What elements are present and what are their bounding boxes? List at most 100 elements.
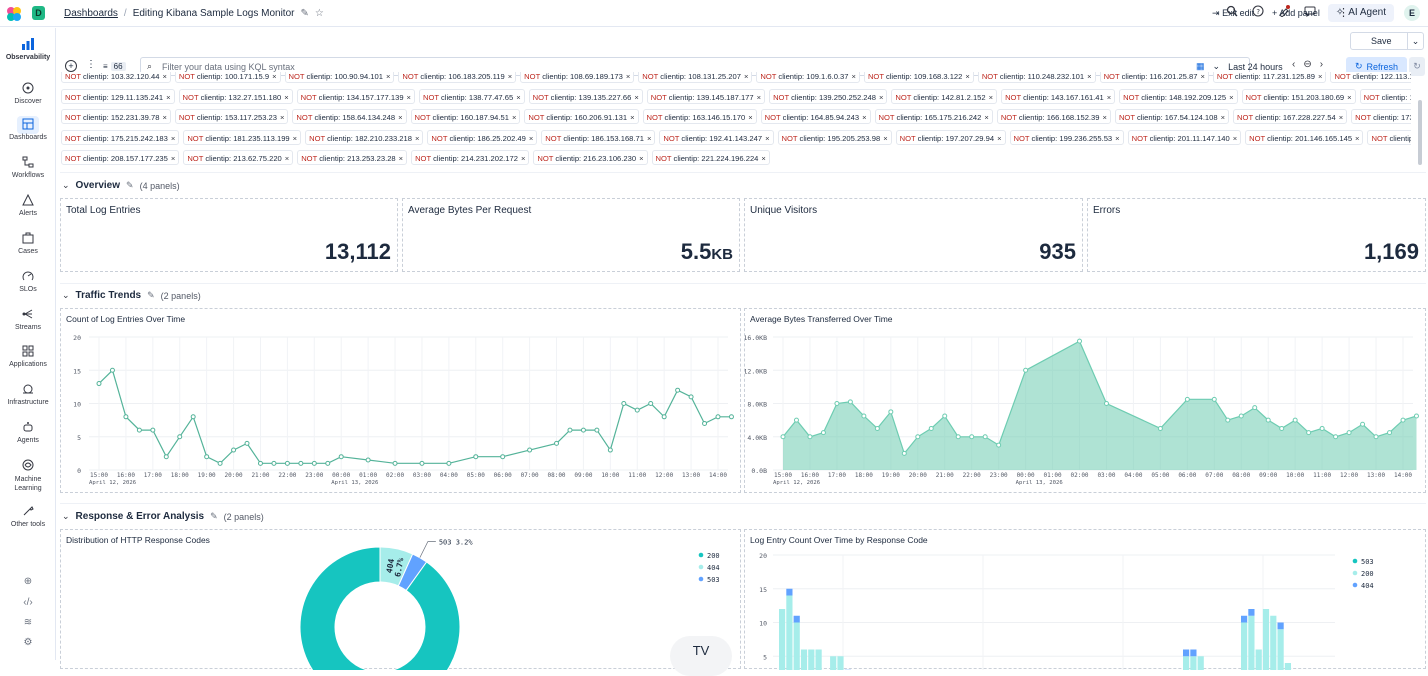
remove-filter-icon[interactable]: × bbox=[761, 154, 765, 163]
remove-filter-icon[interactable]: × bbox=[630, 113, 634, 122]
filter-pill[interactable]: NOT clientip: 142.81.2.152× bbox=[891, 89, 997, 104]
remove-filter-icon[interactable]: × bbox=[521, 154, 525, 163]
remove-filter-icon[interactable]: × bbox=[744, 72, 748, 81]
scrollbar[interactable] bbox=[1418, 100, 1422, 165]
auto-refresh-icon[interactable]: ↻ bbox=[1409, 57, 1425, 76]
filter-pill[interactable]: NOT clientip: 213.62.75.220× bbox=[183, 150, 293, 165]
developer-tools-icon[interactable]: ‹/› bbox=[0, 597, 56, 608]
sidebar-item-machine-learning[interactable]: Machine Learning bbox=[0, 457, 56, 493]
more-actions-icon[interactable]: ⋮ bbox=[1338, 6, 1349, 19]
remove-filter-icon[interactable]: × bbox=[407, 93, 411, 102]
zoom-out-icon[interactable]: ⊖ bbox=[1303, 59, 1311, 70]
remove-filter-icon[interactable]: × bbox=[293, 134, 297, 143]
remove-filter-icon[interactable]: × bbox=[1229, 93, 1233, 102]
filter-pill[interactable]: NOT clientip: 208.157.177.235× bbox=[61, 150, 179, 165]
date-range-label[interactable]: Last 24 hours bbox=[1228, 62, 1283, 72]
remove-filter-icon[interactable]: × bbox=[989, 93, 993, 102]
remove-filter-icon[interactable]: × bbox=[1115, 134, 1119, 143]
data-management-icon[interactable]: ≋ bbox=[0, 617, 56, 628]
filter-pill[interactable]: NOT clientip: 197.207.29.94× bbox=[896, 130, 1006, 145]
chevron-down-icon[interactable]: ⌄ bbox=[1213, 61, 1221, 72]
filter-pill[interactable]: NOT clientip: 165.175.216.242× bbox=[875, 109, 993, 124]
remove-filter-icon[interactable]: × bbox=[1103, 113, 1107, 122]
sidebar-item-applications[interactable]: Applications bbox=[0, 343, 56, 368]
filter-pill[interactable]: NOT clientip: 116.201.25.87× bbox=[1100, 72, 1209, 83]
filter-pill[interactable]: NOT clientip: 216.23.106.230× bbox=[533, 150, 647, 165]
filter-pill[interactable]: NOT clientip: 221.224.196.224× bbox=[652, 150, 770, 165]
filter-pill[interactable]: NOT clientip: 160.187.94.51× bbox=[411, 109, 521, 124]
filter-pill[interactable]: NOT clientip: 139.250.252.248× bbox=[769, 89, 887, 104]
remove-filter-icon[interactable]: × bbox=[1318, 72, 1322, 81]
metric-panel-total-log-entries[interactable]: Total Log Entries 13,112 bbox=[60, 198, 398, 272]
chart-panel-avg-bytes[interactable]: Average Bytes Transferred Over Time 0.0B… bbox=[744, 308, 1426, 493]
remove-filter-icon[interactable]: × bbox=[965, 72, 969, 81]
edit-pencil-icon[interactable]: ✎ bbox=[210, 511, 218, 522]
filter-pill[interactable]: NOT clientip: 151.203.180.69× bbox=[1242, 89, 1356, 104]
remove-filter-icon[interactable]: × bbox=[647, 134, 651, 143]
sidebar-item-agents[interactable]: Agents bbox=[0, 419, 56, 444]
edit-pencil-icon[interactable]: ✎ bbox=[126, 180, 134, 191]
filter-pill[interactable]: NOT clientip: 214.231.202.172× bbox=[411, 150, 529, 165]
filter-pill[interactable]: NOT clientip: 158.64.134.248× bbox=[292, 109, 406, 124]
filter-pill[interactable]: NOT clientip: 109.1.6.0.37× bbox=[756, 72, 860, 83]
breadcrumb-dashboards[interactable]: Dashboards bbox=[64, 8, 118, 19]
remove-filter-icon[interactable]: × bbox=[862, 113, 866, 122]
sidebar-item-discover[interactable]: Discover bbox=[0, 80, 56, 105]
filter-pill[interactable]: NOT clientip: 181.235.113.199× bbox=[183, 130, 301, 145]
filter-pill[interactable]: NOT clientip: 186.153.168.71× bbox=[541, 130, 655, 145]
remove-filter-icon[interactable]: × bbox=[162, 72, 166, 81]
filter-pill[interactable]: NOT clientip: 182.210.233.218× bbox=[305, 130, 423, 145]
remove-filter-icon[interactable]: × bbox=[883, 134, 887, 143]
remove-filter-icon[interactable]: × bbox=[757, 93, 761, 102]
filter-pill[interactable]: NOT clientip: 110.248.232.101× bbox=[978, 72, 1096, 83]
section-overview-header[interactable]: ⌄ Overview ✎ (4 panels) bbox=[62, 180, 180, 191]
remove-filter-icon[interactable]: × bbox=[508, 72, 512, 81]
sidebar-item-dashboards[interactable]: Dashboards bbox=[0, 116, 56, 141]
metric-panel-errors[interactable]: Errors 1,169 bbox=[1087, 198, 1426, 272]
filter-pill[interactable]: NOT clientip: 167.228.227.54× bbox=[1233, 109, 1347, 124]
remove-filter-icon[interactable]: × bbox=[1233, 134, 1237, 143]
sidebar-item-alerts[interactable]: Alerts bbox=[0, 192, 56, 217]
filter-pill[interactable]: NOT clientip: 167.54.124.108× bbox=[1115, 109, 1229, 124]
remove-filter-icon[interactable]: × bbox=[284, 93, 288, 102]
add-filter-icon[interactable]: + bbox=[65, 60, 77, 72]
query-menu-icon[interactable]: ⋮ bbox=[86, 59, 96, 70]
sidebar-item-streams[interactable]: Streams bbox=[0, 306, 56, 331]
filter-pill[interactable]: NOT clientip: 122.113.143.56× bbox=[1330, 72, 1411, 83]
filter-pill[interactable]: NOT clientip: 134.157.177.139× bbox=[297, 89, 415, 104]
space-selector[interactable]: D bbox=[32, 6, 45, 20]
chevron-right-icon[interactable]: › bbox=[1320, 59, 1323, 70]
remove-filter-icon[interactable]: × bbox=[997, 134, 1001, 143]
remove-filter-icon[interactable]: × bbox=[1355, 134, 1359, 143]
filter-pill[interactable]: NOT clientip: 138.77.47.65× bbox=[419, 89, 525, 104]
remove-filter-icon[interactable]: × bbox=[171, 134, 175, 143]
filter-pill[interactable]: NOT clientip: 117.231.125.89× bbox=[1213, 72, 1327, 83]
remove-filter-icon[interactable]: × bbox=[166, 93, 170, 102]
filter-pill[interactable]: NOT clientip: 132.27.151.180× bbox=[179, 89, 293, 104]
filter-pill[interactable]: NOT clientip: 186.25.202.49× bbox=[427, 130, 537, 145]
remove-filter-icon[interactable]: × bbox=[512, 113, 516, 122]
remove-filter-icon[interactable]: × bbox=[634, 93, 638, 102]
remove-filter-icon[interactable]: × bbox=[765, 134, 769, 143]
save-button[interactable]: Save ⌄ bbox=[1350, 32, 1424, 50]
remove-filter-icon[interactable]: × bbox=[1339, 113, 1343, 122]
calendar-icon[interactable]: ▦ bbox=[1196, 61, 1205, 72]
filter-pill[interactable]: NOT clientip: 164.85.94.243× bbox=[761, 109, 871, 124]
filter-pill[interactable]: NOT clientip: 192.41.143.247× bbox=[659, 130, 773, 145]
remove-filter-icon[interactable]: × bbox=[398, 113, 402, 122]
exit-edit-button[interactable]: ⇥ Exit edit bbox=[1212, 8, 1254, 19]
tv-overlay-badge[interactable]: TV bbox=[670, 636, 732, 676]
filter-pill[interactable]: NOT clientip: 109.168.3.122× bbox=[864, 72, 974, 83]
remove-filter-icon[interactable]: × bbox=[1087, 72, 1091, 81]
filter-pill[interactable]: NOT clientip: 205.100.202.199× bbox=[1367, 130, 1411, 145]
metric-panel-unique-visitors[interactable]: Unique Visitors 935 bbox=[744, 198, 1083, 272]
remove-filter-icon[interactable]: × bbox=[171, 154, 175, 163]
filter-pill[interactable]: NOT clientip: 152.231.39.78× bbox=[61, 109, 171, 124]
avatar[interactable]: E bbox=[1404, 5, 1420, 21]
remove-filter-icon[interactable]: × bbox=[1107, 93, 1111, 102]
filter-pill[interactable]: NOT clientip: 153.117.253.23× bbox=[175, 109, 289, 124]
filter-pill[interactable]: NOT clientip: 143.167.161.41× bbox=[1001, 89, 1115, 104]
settings-gear-icon[interactable]: ⚙ bbox=[0, 637, 56, 648]
remove-filter-icon[interactable]: × bbox=[1347, 93, 1351, 102]
